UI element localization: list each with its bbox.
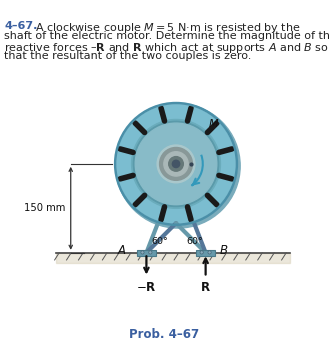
Text: that the resultant of the two couples is zero.: that the resultant of the two couples is… [4, 51, 252, 61]
Circle shape [164, 152, 188, 176]
Text: reactive forces –$\mathbf{R}$ and $\mathbf{R}$ which act at supports $A$ and $B$: reactive forces –$\mathbf{R}$ and $\math… [4, 41, 329, 55]
FancyBboxPatch shape [137, 250, 156, 256]
Circle shape [157, 145, 195, 183]
Text: shaft of the electric motor. Determine the magnitude of the: shaft of the electric motor. Determine t… [4, 31, 329, 41]
Bar [56, 253, 290, 262]
Text: $-\mathbf{R}$: $-\mathbf{R}$ [136, 281, 157, 294]
Text: A clockwise couple $M = 5$ N·m is resisted by the: A clockwise couple $M = 5$ N·m is resist… [28, 21, 301, 35]
Text: $A$: $A$ [117, 244, 127, 257]
Circle shape [200, 251, 203, 254]
Circle shape [133, 121, 219, 206]
Circle shape [141, 251, 144, 254]
Circle shape [132, 119, 220, 208]
Text: $M$: $M$ [208, 117, 219, 129]
Text: $\mathbf{R}$: $\mathbf{R}$ [200, 281, 211, 294]
Circle shape [160, 147, 192, 180]
Text: 60°: 60° [151, 237, 168, 246]
Circle shape [172, 160, 180, 167]
Circle shape [169, 157, 183, 171]
Text: 150 mm: 150 mm [24, 203, 66, 213]
Circle shape [208, 251, 211, 254]
Circle shape [115, 103, 237, 225]
Text: 4–67.: 4–67. [4, 21, 38, 31]
Text: 60°: 60° [187, 237, 203, 246]
Circle shape [117, 105, 235, 223]
Text: $B$: $B$ [219, 244, 228, 257]
Circle shape [149, 251, 152, 254]
Text: Prob. 4–67: Prob. 4–67 [129, 328, 200, 341]
FancyBboxPatch shape [196, 250, 215, 256]
Circle shape [135, 123, 217, 205]
Circle shape [116, 104, 240, 228]
